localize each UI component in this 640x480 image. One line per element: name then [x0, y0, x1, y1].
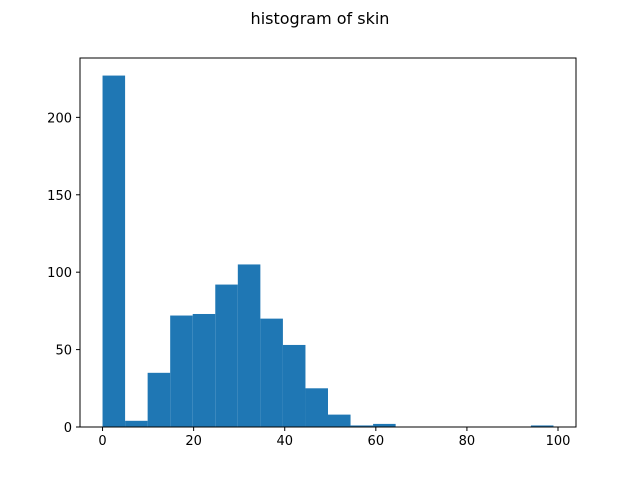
histogram-bar	[192, 313, 216, 427]
y-tick-label: 150	[47, 189, 72, 204]
y-tick-label: 0	[64, 421, 72, 436]
histogram-bar	[530, 425, 554, 427]
x-axis-ticks: 0 20 40 60 80 100	[98, 427, 570, 449]
histogram-bar	[282, 344, 306, 427]
y-tick-label: 200	[47, 111, 72, 126]
x-tick-label: 40	[276, 434, 293, 449]
x-tick-label: 60	[368, 434, 385, 449]
histogram-bar	[305, 388, 328, 427]
histogram-bar	[350, 425, 374, 427]
histogram-bar	[215, 284, 238, 427]
x-tick-label: 80	[459, 434, 476, 449]
plot-frame	[79, 57, 577, 428]
histogram-bar	[237, 264, 261, 427]
histogram-bar	[170, 315, 193, 427]
y-tick-label: 50	[55, 344, 72, 359]
histogram-bar	[147, 372, 171, 427]
histogram-bar	[328, 414, 351, 427]
histogram-bar	[373, 423, 396, 427]
chart-title: histogram of skin	[251, 9, 390, 28]
histogram-bar	[260, 318, 283, 427]
x-tick-label: 100	[546, 434, 571, 449]
y-tick-label: 100	[47, 266, 72, 281]
y-axis-ticks: 0 50 100 150 200	[47, 111, 80, 436]
bars-group	[102, 75, 554, 428]
histogram-bar	[102, 75, 126, 428]
histogram-bar	[125, 420, 148, 427]
x-tick-label: 0	[98, 434, 106, 449]
x-tick-label: 20	[185, 434, 202, 449]
